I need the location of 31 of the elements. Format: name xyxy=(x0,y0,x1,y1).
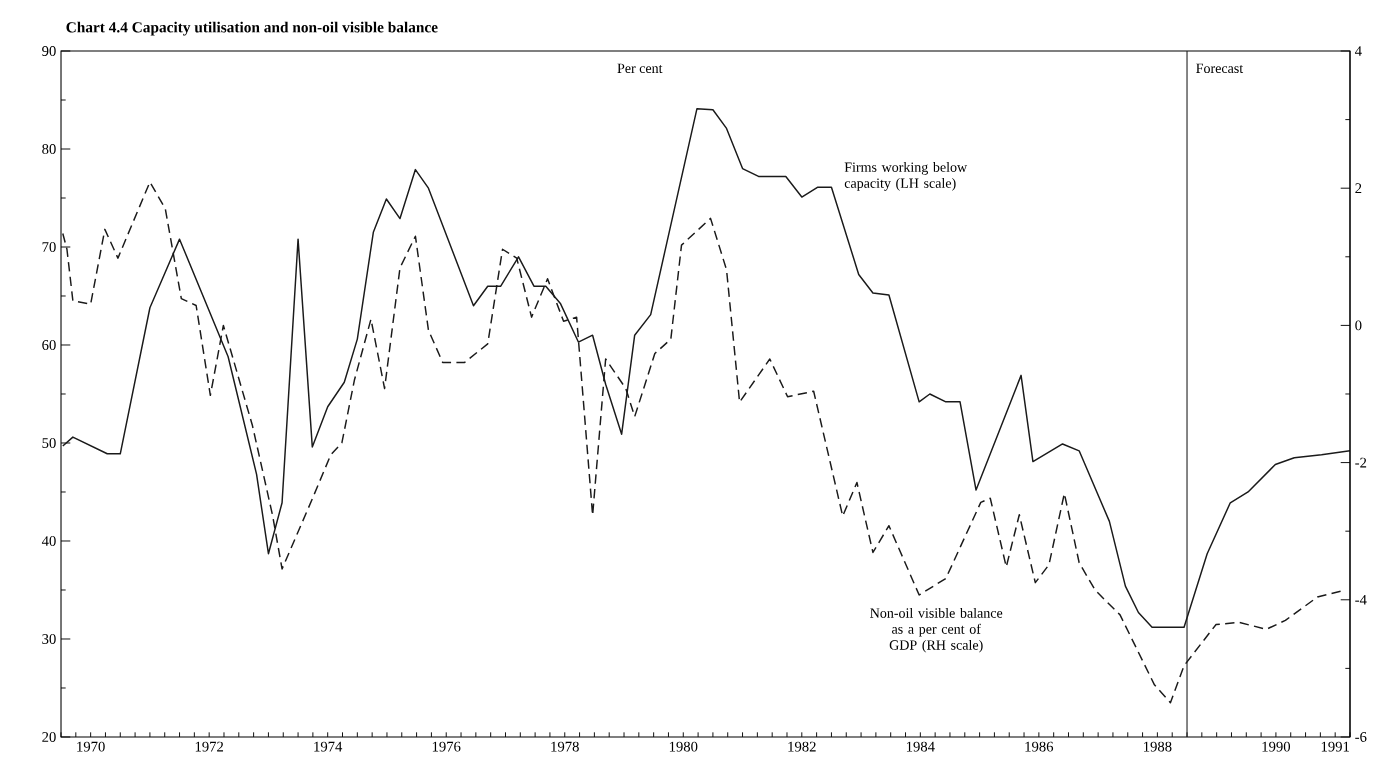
x-tick-label: 1990 xyxy=(1262,741,1291,752)
y2-tick-label: 4 xyxy=(1355,46,1362,56)
y2-tick-label: -4 xyxy=(1355,594,1367,605)
x-tick-label: 1982 xyxy=(788,741,816,752)
y2-tick-label: -2 xyxy=(1355,457,1367,468)
y2-tick-label: 2 xyxy=(1355,183,1362,194)
x-tick-label: 1970 xyxy=(77,741,105,752)
x-tick-label: 1988 xyxy=(1144,741,1172,752)
y-tick-label: 90 xyxy=(42,46,56,56)
y-tick-label: 30 xyxy=(42,634,56,644)
x-tick-label: 1980 xyxy=(669,741,698,752)
y-tick-label: 70 xyxy=(42,242,56,252)
y-tick-label: 20 xyxy=(42,732,56,742)
x-tick-label: 1972 xyxy=(195,741,224,752)
y-tick-label: 50 xyxy=(42,438,56,448)
x-tick-label: 1976 xyxy=(432,741,461,752)
x-tick-label: 1974 xyxy=(314,741,343,752)
y-tick-label: 80 xyxy=(42,144,56,154)
y-tick-label: 40 xyxy=(41,536,56,546)
y2-tick-label: 0 xyxy=(1355,320,1362,331)
y-tick-label: 60 xyxy=(42,340,56,350)
chart-title: Chart 4.4 Capacity utilisation and non-oil visible balance xyxy=(66,21,438,36)
ref-line-label: Forecast xyxy=(1196,63,1244,74)
y2-tick-label: -6 xyxy=(1355,732,1367,742)
x-tick-label: 1978 xyxy=(551,741,579,752)
text: Non-oil visible balance as a per cent of GDP (RH scale) xyxy=(870,607,1003,653)
x-tick-label: 1984 xyxy=(906,741,935,752)
x-tick-label: 1991 xyxy=(1321,741,1349,752)
series-label: Firms working below capacity (LH scale) xyxy=(844,162,968,191)
x-tick-label: 1986 xyxy=(1025,741,1054,752)
annotation: Per cent xyxy=(617,63,663,74)
